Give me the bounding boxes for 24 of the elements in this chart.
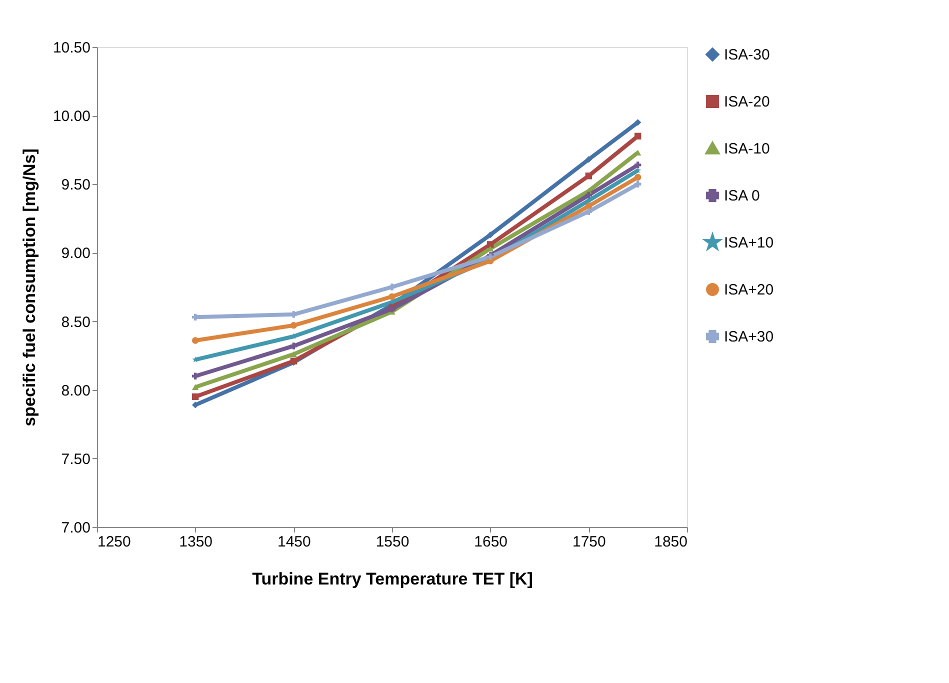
x-axis-title: Turbine Entry Temperature TET [K] xyxy=(252,570,533,588)
y-tick-label: 7.50 xyxy=(61,450,90,468)
legend-label: ISA-10 xyxy=(724,140,770,158)
y-axis-title: specific fuel consumption [mg/Ns] xyxy=(20,148,39,426)
y-tick-label: 8.50 xyxy=(61,314,90,331)
y-tick-label: 9.50 xyxy=(61,176,90,194)
y-tick-label: 10.00 xyxy=(52,108,90,126)
y-tick-label: 8.00 xyxy=(61,382,90,400)
x-tick-label: 1550 xyxy=(376,534,410,550)
x-tick-label: 1650 xyxy=(474,534,508,550)
x-tick-label: 1850 xyxy=(654,534,688,550)
x-tick-label: 1350 xyxy=(179,534,213,550)
x-tick-label: 1250 xyxy=(98,534,131,550)
y-tick-label: 9.00 xyxy=(61,245,90,262)
legend-label: ISA-20 xyxy=(724,94,770,110)
x-tick-label: 1750 xyxy=(572,534,606,550)
y-tick-label: 7.00 xyxy=(61,520,90,536)
y-tick-label: 10.50 xyxy=(52,40,90,56)
legend-label: ISA-30 xyxy=(724,46,770,64)
legend-label: ISA 0 xyxy=(724,188,760,204)
x-tick-label: 1450 xyxy=(277,534,311,550)
legend-label: ISA+20 xyxy=(724,282,774,298)
legend-label: ISA+10 xyxy=(724,234,774,252)
legend-label: ISA+30 xyxy=(724,328,774,346)
